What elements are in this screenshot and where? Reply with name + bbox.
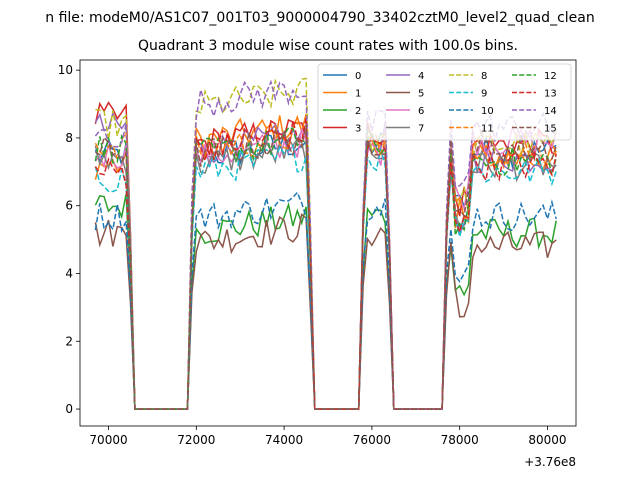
legend-label-3: 3 <box>355 124 361 135</box>
legend-label-12: 12 <box>544 71 557 82</box>
x-tick-label: 70000 <box>89 433 127 447</box>
y-tick-label: 0 <box>65 402 73 416</box>
series-line-2 <box>94 193 557 410</box>
legend-label-14: 14 <box>544 106 557 117</box>
legend-label-5: 5 <box>418 89 424 100</box>
series-line-7 <box>94 137 557 410</box>
legend-label-13: 13 <box>544 89 557 100</box>
x-tick-label: 74000 <box>265 433 303 447</box>
figure-suptitle: n file: modeM0/AS1C07_001T03_9000004790_… <box>45 10 594 26</box>
legend-label-7: 7 <box>418 124 424 135</box>
series-line-5 <box>94 213 557 410</box>
y-tick-label: 8 <box>65 131 73 145</box>
y-tick-label: 10 <box>58 63 73 77</box>
legend-label-10: 10 <box>481 106 494 117</box>
series-layer <box>94 77 557 410</box>
x-tick-label: 76000 <box>353 433 391 447</box>
x-axis: 70000 72000 74000 76000 78000 80000 <box>89 426 567 447</box>
y-tick-label: 2 <box>65 334 73 348</box>
x-tick-label: 78000 <box>441 433 479 447</box>
legend-label-2: 2 <box>355 106 361 117</box>
legend-label-1: 1 <box>355 89 361 100</box>
y-tick-label: 4 <box>65 267 73 281</box>
series-line-3 <box>94 101 557 410</box>
series-line-1 <box>94 113 557 410</box>
legend-label-9: 9 <box>481 89 487 100</box>
series-line-9 <box>94 143 557 410</box>
legend-box <box>317 63 572 141</box>
x-tick-label: 80000 <box>528 433 566 447</box>
y-axis: 0 2 4 6 8 10 <box>58 63 80 416</box>
x-offset-label: +3.76e8 <box>524 455 576 469</box>
series-line-15 <box>95 124 557 410</box>
series-line-10 <box>94 191 557 410</box>
legend-label-4: 4 <box>418 71 424 82</box>
y-tick-label: 6 <box>65 199 73 213</box>
legend-label-8: 8 <box>481 71 487 82</box>
chart-title: Quadrant 3 module wise count rates with … <box>138 38 518 54</box>
legend-label-0: 0 <box>355 71 361 82</box>
legend-label-11: 11 <box>481 124 494 135</box>
series-line-4 <box>94 111 557 410</box>
plot-frame <box>79 59 577 427</box>
x-tick-label: 72000 <box>177 433 215 447</box>
legend-label-6: 6 <box>418 106 424 117</box>
legend-label-15: 15 <box>544 124 557 135</box>
